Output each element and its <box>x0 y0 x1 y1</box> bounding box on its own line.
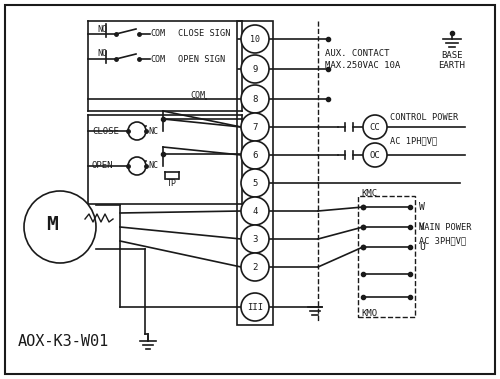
Circle shape <box>241 113 269 141</box>
Circle shape <box>241 253 269 281</box>
Text: COM: COM <box>190 91 205 100</box>
Text: 2: 2 <box>252 263 258 271</box>
Circle shape <box>241 225 269 253</box>
FancyBboxPatch shape <box>5 5 495 374</box>
Text: CLOSE: CLOSE <box>92 127 119 136</box>
FancyBboxPatch shape <box>358 196 415 317</box>
Circle shape <box>241 85 269 113</box>
Text: III: III <box>247 302 263 312</box>
Text: OC: OC <box>370 150 380 160</box>
Text: OPEN SIGN: OPEN SIGN <box>178 55 225 64</box>
Text: KMC: KMC <box>361 188 377 197</box>
Circle shape <box>363 115 387 139</box>
Text: NC: NC <box>148 161 158 171</box>
Text: NO: NO <box>97 49 107 58</box>
Circle shape <box>24 191 96 263</box>
Text: TP: TP <box>167 179 177 188</box>
Text: KMO: KMO <box>361 310 377 318</box>
Text: EARTH: EARTH <box>438 61 466 69</box>
Text: U: U <box>419 242 425 252</box>
Text: NO: NO <box>97 25 107 33</box>
Text: W: W <box>419 202 425 212</box>
Text: 7: 7 <box>252 122 258 132</box>
Circle shape <box>241 169 269 197</box>
Text: AC 3PH（V）: AC 3PH（V） <box>419 236 466 246</box>
Text: 8: 8 <box>252 94 258 103</box>
Text: NC: NC <box>148 127 158 136</box>
Text: V: V <box>419 222 425 232</box>
Text: 5: 5 <box>252 179 258 188</box>
Text: MAX.250VAC 10A: MAX.250VAC 10A <box>325 61 400 70</box>
Text: CLOSE SIGN: CLOSE SIGN <box>178 30 231 39</box>
Text: AOX-K3-W01: AOX-K3-W01 <box>18 334 109 349</box>
Circle shape <box>241 197 269 225</box>
Text: MAIN POWER: MAIN POWER <box>419 222 472 232</box>
Text: CONTROL POWER: CONTROL POWER <box>390 113 458 122</box>
Text: AUX. CONTACT: AUX. CONTACT <box>325 50 390 58</box>
Text: 9: 9 <box>252 64 258 74</box>
Circle shape <box>363 143 387 167</box>
Circle shape <box>128 122 146 140</box>
Text: 4: 4 <box>252 207 258 216</box>
Circle shape <box>241 55 269 83</box>
Text: COM: COM <box>150 30 165 39</box>
Text: OPEN: OPEN <box>92 161 114 171</box>
Circle shape <box>241 25 269 53</box>
Text: 10: 10 <box>250 34 260 44</box>
Bar <box>237 21 273 325</box>
Circle shape <box>128 157 146 175</box>
Circle shape <box>241 141 269 169</box>
Text: 6: 6 <box>252 150 258 160</box>
Text: BASE: BASE <box>442 50 463 60</box>
Circle shape <box>241 293 269 321</box>
Text: 3: 3 <box>252 235 258 243</box>
Text: M: M <box>46 216 58 235</box>
Text: COM: COM <box>150 55 165 64</box>
Text: CC: CC <box>370 122 380 132</box>
Text: AC 1PH（V）: AC 1PH（V） <box>390 136 437 146</box>
